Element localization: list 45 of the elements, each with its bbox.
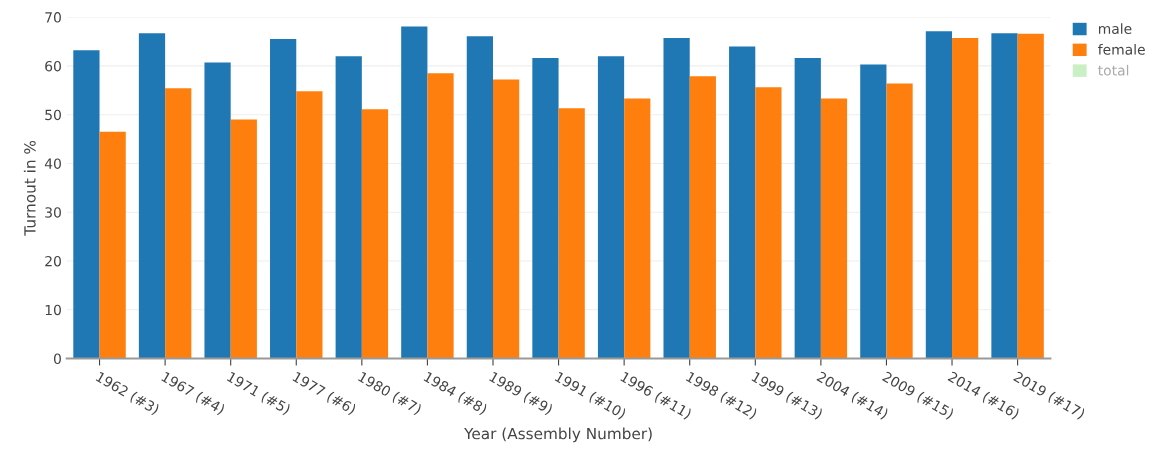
bar xyxy=(820,98,848,359)
bar xyxy=(466,36,493,359)
legend-label: male xyxy=(1098,23,1132,34)
x-axis-title: Year (Assembly Number) xyxy=(464,427,652,443)
bar xyxy=(492,79,520,359)
y-tick-label: 50 xyxy=(45,109,61,121)
y-tick-label: 0 xyxy=(53,353,61,365)
bar xyxy=(663,38,690,359)
bar xyxy=(991,33,1018,359)
bar xyxy=(952,38,979,359)
bar xyxy=(73,50,100,359)
bar xyxy=(925,31,953,359)
bar xyxy=(270,39,297,359)
bar xyxy=(755,87,782,359)
bar xyxy=(794,58,821,359)
bar xyxy=(361,109,389,359)
bar xyxy=(532,58,559,359)
y-tick-label: 30 xyxy=(45,207,61,218)
bar xyxy=(138,33,166,359)
bar xyxy=(624,98,651,359)
y-tick-label: 70 xyxy=(45,12,61,23)
bar xyxy=(886,83,913,359)
legend-label: female xyxy=(1098,44,1145,55)
bar xyxy=(558,108,585,359)
y-tick-label: 10 xyxy=(45,304,61,316)
y-axis-title: Turnout in % xyxy=(23,140,36,236)
x-tick-label: 1977 (#6) xyxy=(291,371,357,417)
bar xyxy=(230,119,257,359)
y-tick-label: 60 xyxy=(45,60,61,72)
bar xyxy=(729,46,756,359)
bar xyxy=(204,62,231,359)
bar xyxy=(1017,33,1044,359)
y-tick-label: 20 xyxy=(45,255,61,267)
y-tick-label: 40 xyxy=(44,158,61,169)
x-tick-label: 1967 (#4) xyxy=(160,371,226,417)
bar xyxy=(165,88,192,359)
bar xyxy=(296,91,323,359)
bar xyxy=(99,131,126,359)
bar xyxy=(427,73,454,359)
bar xyxy=(689,76,716,359)
bar xyxy=(860,64,887,359)
legend-label: total xyxy=(1098,64,1129,76)
bar xyxy=(335,56,362,359)
bar xyxy=(597,56,625,359)
bar xyxy=(401,26,428,359)
